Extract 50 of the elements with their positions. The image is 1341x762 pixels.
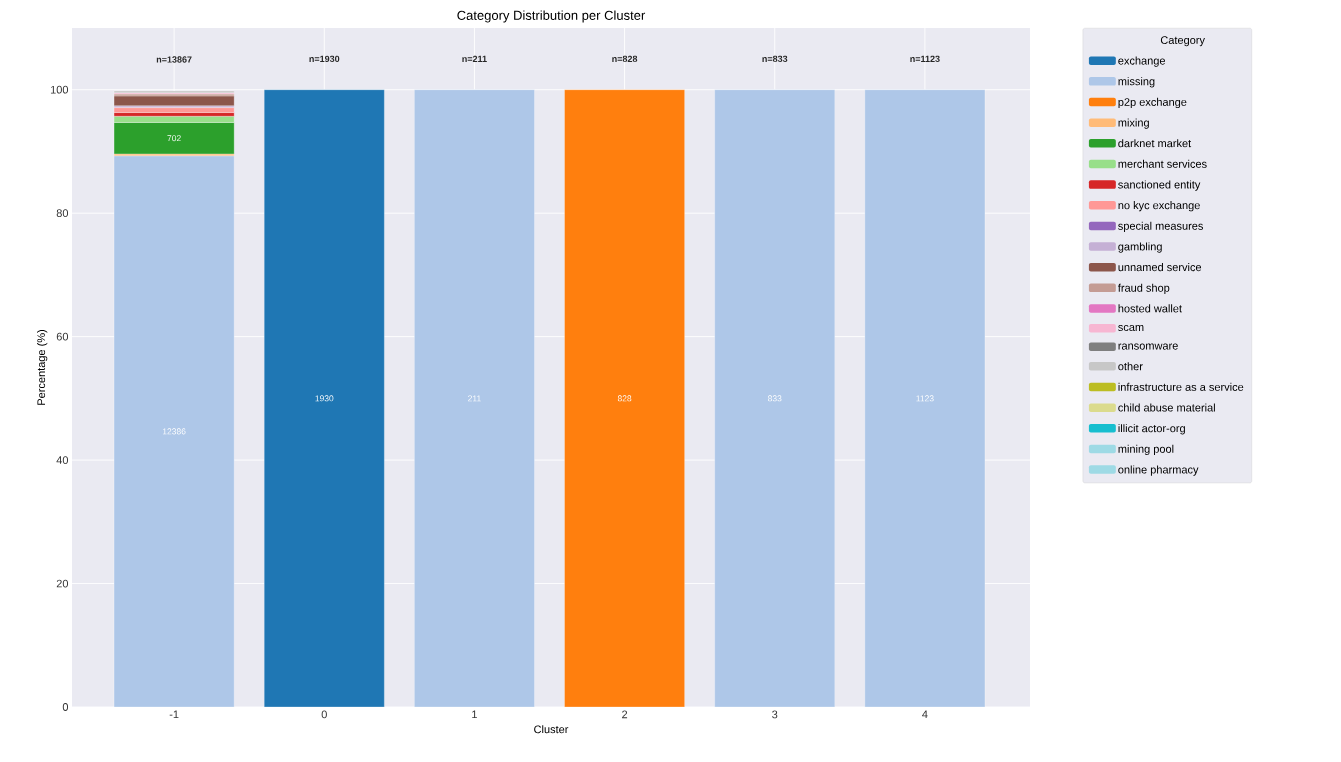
annotation: 833 bbox=[768, 395, 782, 402]
annotation: 702 bbox=[167, 135, 181, 142]
annotation: n=211 bbox=[462, 55, 487, 62]
legend-label: unnamed service bbox=[1118, 263, 1202, 272]
x-tick-label: 3 bbox=[772, 710, 778, 719]
chart-title: Category Distribution per Cluster bbox=[457, 10, 646, 23]
annotation: 1123 bbox=[916, 395, 934, 402]
annotation: n=1123 bbox=[910, 55, 940, 63]
legend-label: mixing bbox=[1118, 118, 1149, 129]
y-tick-label: 0 bbox=[62, 703, 69, 711]
legend-label: ransomware bbox=[1118, 343, 1178, 350]
annotation: 1930 bbox=[315, 395, 334, 402]
legend-label: mining pool bbox=[1118, 444, 1174, 456]
annotation: n=1930 bbox=[309, 55, 340, 63]
x-tick-label: 2 bbox=[622, 710, 628, 719]
y-tick-label: 80 bbox=[56, 209, 69, 218]
y-tick-label: 20 bbox=[56, 579, 69, 588]
legend-label: illicit actor-org bbox=[1118, 424, 1185, 435]
legend-label: p2p exchange bbox=[1118, 97, 1187, 109]
legend-label: child abuse material bbox=[1118, 403, 1215, 412]
legend-label: merchant services bbox=[1118, 159, 1207, 168]
x-tick-label: 1 bbox=[472, 710, 477, 719]
x-tick-label: -1 bbox=[169, 710, 179, 719]
annotation: n=13867 bbox=[156, 56, 192, 63]
y-axis-title: Percentage (%) bbox=[37, 329, 48, 405]
legend-label: missing bbox=[1118, 77, 1155, 88]
legend-label: scam bbox=[1118, 325, 1144, 332]
legend-label: other bbox=[1118, 362, 1143, 371]
legend-label: fraud shop bbox=[1117, 283, 1170, 294]
legend-label: online pharmacy bbox=[1118, 465, 1199, 476]
y-tick-label: 100 bbox=[50, 85, 69, 94]
x-axis-title: Cluster bbox=[534, 725, 569, 734]
annotation: 828 bbox=[617, 395, 632, 402]
legend-label: no kyc exchange bbox=[1118, 201, 1200, 212]
legend-label: special measures bbox=[1118, 221, 1203, 232]
annotation: 211 bbox=[468, 395, 481, 402]
legend-title: Category bbox=[1160, 36, 1205, 47]
y-tick-label: 40 bbox=[56, 456, 69, 464]
x-tick-label: 0 bbox=[321, 710, 327, 719]
legend-label: gambling bbox=[1118, 242, 1162, 253]
legend-label: sanctioned entity bbox=[1118, 180, 1201, 191]
legend-label: hosted wallet bbox=[1118, 304, 1182, 313]
legend-label: infrastructure as a service bbox=[1118, 382, 1244, 391]
legend-label: darknet market bbox=[1118, 139, 1192, 148]
annotation: n=833 bbox=[762, 55, 788, 63]
annotation: 12386 bbox=[162, 428, 186, 435]
y-tick-label: 60 bbox=[56, 332, 69, 341]
legend-label: exchange bbox=[1118, 56, 1166, 67]
x-tick-label: 4 bbox=[922, 710, 928, 719]
annotation: n=828 bbox=[612, 55, 638, 63]
